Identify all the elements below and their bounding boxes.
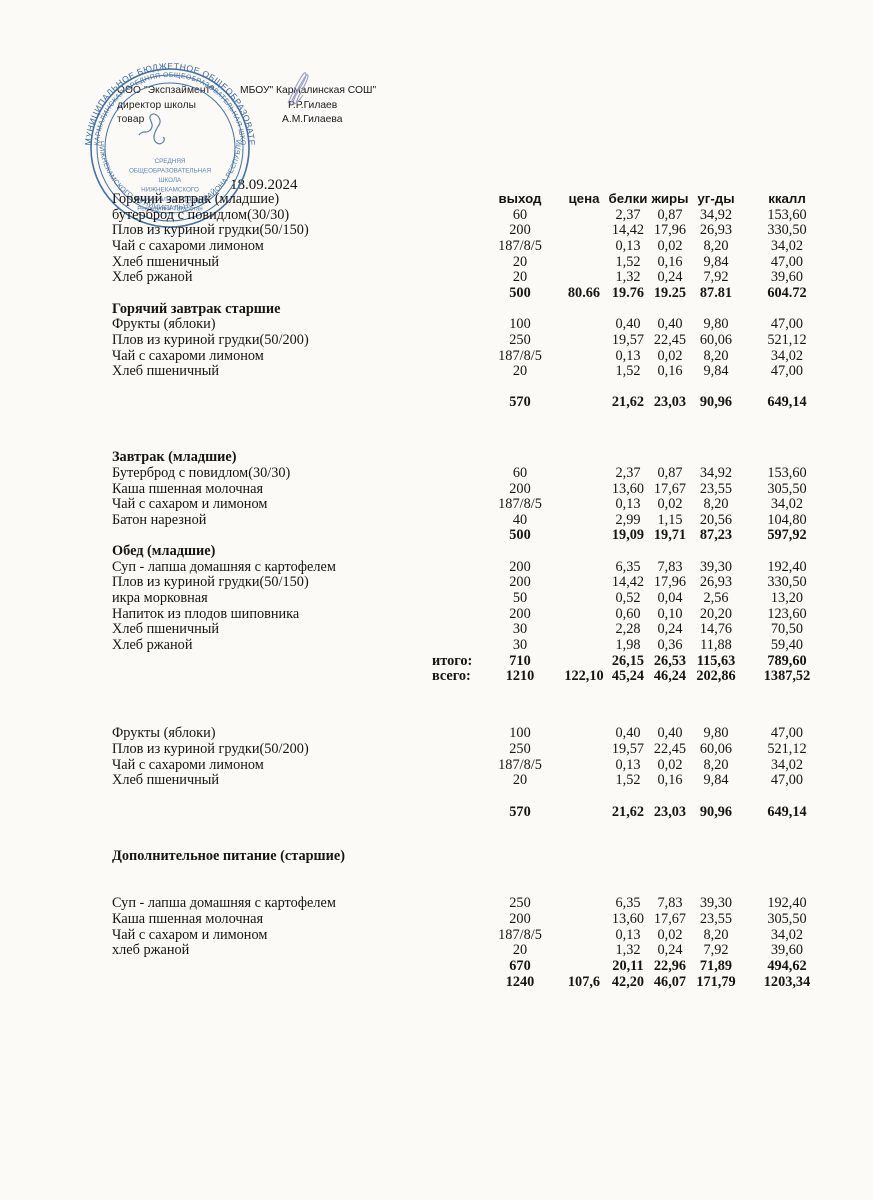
svg-text:ШКОЛА: ШКОЛА [159, 177, 182, 184]
svg-text:ОБЩЕОБРАЗОВАТЕЛЬНАЯ: ОБЩЕОБРАЗОВАТЕЛЬНАЯ [129, 168, 211, 175]
svg-text:МУНИЦИПАЛЬНОЕ БЮДЖЕТНОЕ ОБЩЕОБ: МУНИЦИПАЛЬНОЕ БЮДЖЕТНОЕ ОБЩЕОБРАЗОВАТЕЛЬ… [0, 0, 257, 146]
svg-text:СРЕДНЯЯ: СРЕДНЯЯ [155, 158, 186, 165]
svg-text:НИЖНЕКАМСКОГО МУНИЦИПАЛЬНОГО Р: НИЖНЕКАМСКОГО МУНИЦИПАЛЬНОГО РАЙОНА РЕСП… [0, 0, 243, 212]
